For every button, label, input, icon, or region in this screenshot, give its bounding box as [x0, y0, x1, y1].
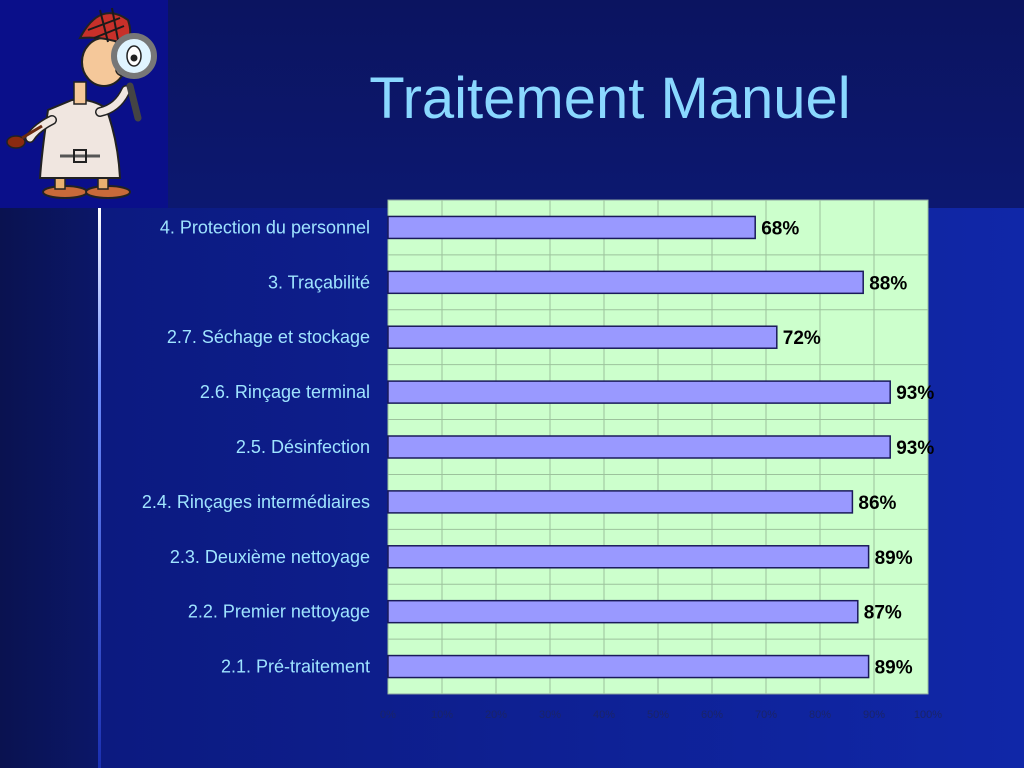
category-label: 2.1. Pré-traitement: [221, 657, 370, 677]
value-label: 87%: [864, 603, 902, 624]
bar: [387, 599, 859, 624]
bar: [387, 490, 854, 514]
category-label: 2.4. Rinçages intermédiaires: [142, 492, 370, 512]
x-tick-label: 90%: [863, 709, 885, 721]
value-label: 93%: [896, 383, 934, 404]
category-label: 2.3. Deuxième nettoyage: [170, 547, 370, 567]
detective-with-magnifying-glass-icon: [0, 0, 168, 208]
value-label: 88%: [869, 273, 907, 294]
value-label: 89%: [875, 548, 913, 569]
slide-title: Traitement Manuel: [369, 66, 851, 131]
x-tick-label: 30%: [539, 709, 561, 721]
category-label: 4. Protection du personnel: [160, 217, 370, 237]
value-label: 93%: [896, 438, 934, 459]
category-label: 2.6. Rinçage terminal: [200, 382, 370, 402]
title-band: [0, 0, 1024, 208]
x-tick-label: 60%: [701, 709, 723, 721]
value-label: 72%: [783, 328, 821, 349]
bar: [387, 380, 891, 404]
value-label: 86%: [858, 493, 896, 514]
bar: [387, 270, 864, 295]
x-tick-label: 50%: [647, 709, 669, 721]
x-tick-label: 80%: [809, 709, 831, 721]
accent-line: [98, 208, 101, 768]
left-band: [0, 208, 98, 768]
bar: [387, 545, 870, 569]
category-label: 2.2. Premier nettoyage: [188, 602, 370, 622]
x-tick-label: 40%: [593, 709, 615, 721]
x-tick-label: 0%: [380, 709, 396, 721]
x-tick-label: 10%: [431, 709, 453, 721]
bar: [387, 435, 891, 459]
bar: [387, 215, 756, 240]
value-label: 68%: [761, 218, 799, 239]
category-label: 2.5. Désinfection: [236, 437, 370, 457]
bar: [387, 325, 778, 349]
x-tick-label: 100%: [914, 709, 942, 721]
x-tick-label: 70%: [755, 709, 777, 721]
bar: [387, 654, 870, 679]
x-tick-label: 20%: [485, 709, 507, 721]
category-label: 3. Traçabilité: [268, 272, 370, 292]
category-label: 2.7. Séchage et stockage: [167, 327, 370, 347]
value-label: 89%: [875, 658, 913, 679]
